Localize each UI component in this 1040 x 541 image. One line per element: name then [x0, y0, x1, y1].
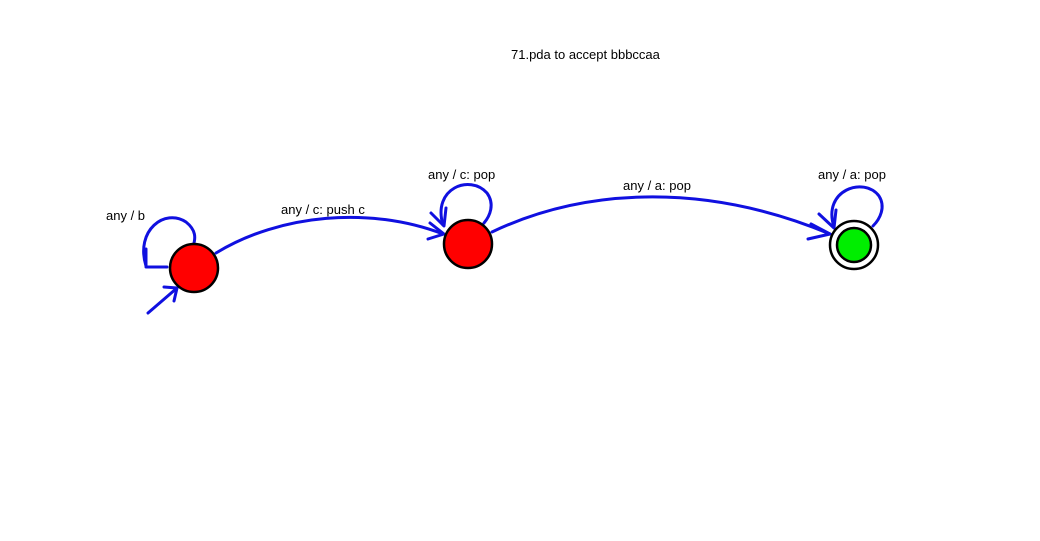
- edge-label-q1-self: any / c: pop: [428, 167, 495, 182]
- state-q1-circle: [442, 218, 494, 270]
- start-arrow: [146, 285, 179, 315]
- edge-q2-self: [817, 185, 884, 230]
- state-q1: [442, 218, 494, 270]
- edge-q1-self-curve: [439, 183, 493, 227]
- edge-q0-self: [142, 216, 197, 269]
- edge-q1-q2-curve: [490, 195, 832, 236]
- edge-q1-self: [429, 183, 493, 228]
- edge-q2-self-curve: [830, 185, 884, 229]
- edge-q1-self-arrowhead: [429, 206, 448, 228]
- edge-q0-self-curve: [142, 216, 197, 268]
- state-q2-inner-circle: [835, 226, 873, 264]
- edge-q1-q2: [490, 195, 832, 241]
- edge-q0-self-arrowhead: [144, 247, 169, 269]
- state-q0: [168, 242, 220, 294]
- edge-q0-q1-arrowhead: [426, 221, 446, 241]
- edge-q1-q2-arrowhead: [806, 222, 832, 241]
- edge-q2-self-arrowhead: [817, 208, 838, 230]
- edge-label-q1-q2: any / a: pop: [623, 178, 691, 193]
- edge-q0-q1: [214, 215, 446, 255]
- edge-label-q0-q1: any / c: push c: [281, 202, 365, 217]
- state-q0-circle: [168, 242, 220, 294]
- state-q2: [828, 219, 880, 271]
- edge-label-q2-self: any / a: pop: [818, 167, 886, 182]
- edge-q0-q1-curve: [214, 215, 445, 255]
- start-arrow-line: [146, 286, 179, 315]
- edge-label-q0-self: any / b: [106, 208, 145, 223]
- start-arrow-arrowhead: [162, 285, 179, 303]
- diagram-title: 71.pda to accept bbbccaa: [511, 47, 661, 62]
